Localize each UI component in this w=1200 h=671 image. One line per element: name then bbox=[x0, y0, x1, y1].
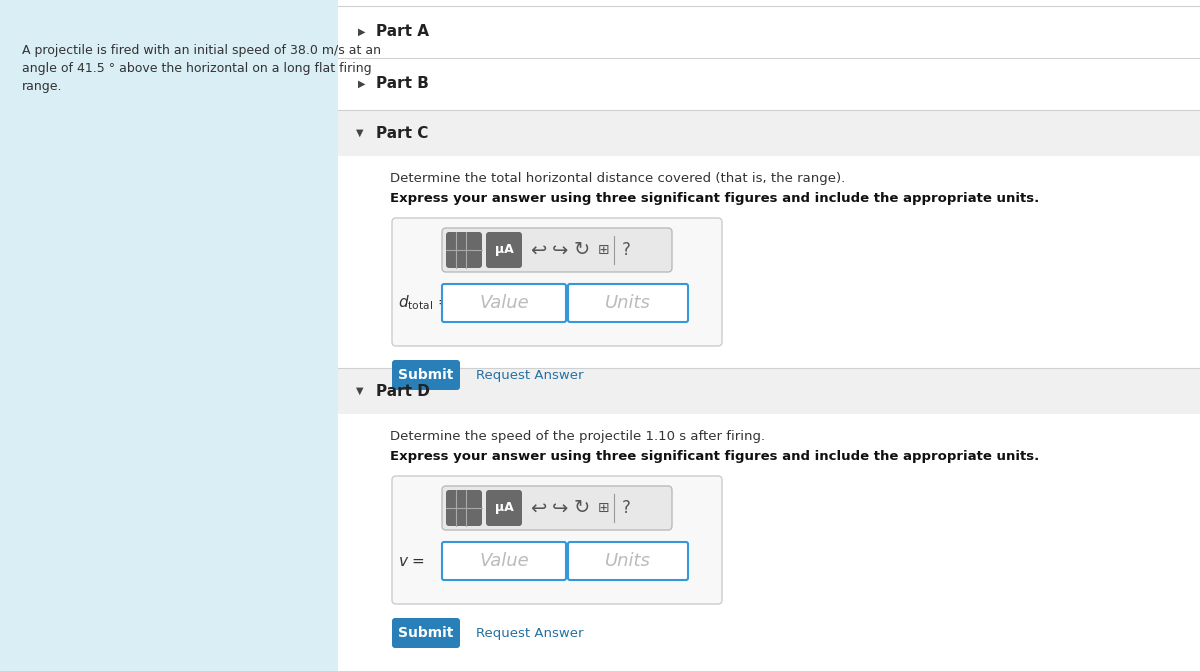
Text: ▶: ▶ bbox=[358, 27, 366, 37]
FancyBboxPatch shape bbox=[446, 490, 482, 526]
Bar bbox=[338, 368, 1200, 414]
Text: Units: Units bbox=[605, 552, 650, 570]
FancyBboxPatch shape bbox=[392, 360, 460, 390]
Text: $v$ =: $v$ = bbox=[398, 554, 425, 568]
FancyBboxPatch shape bbox=[392, 618, 460, 648]
Text: angle of 41.5 ° above the horizontal on a long flat firing: angle of 41.5 ° above the horizontal on … bbox=[22, 62, 372, 75]
Text: ▼: ▼ bbox=[356, 128, 364, 138]
Bar bbox=[338, 110, 1200, 156]
FancyBboxPatch shape bbox=[392, 218, 722, 346]
Text: range.: range. bbox=[22, 80, 62, 93]
Text: Units: Units bbox=[605, 294, 650, 312]
FancyBboxPatch shape bbox=[486, 490, 522, 526]
Text: ↪: ↪ bbox=[552, 240, 568, 260]
FancyBboxPatch shape bbox=[446, 232, 482, 268]
Text: Value: Value bbox=[479, 552, 529, 570]
Text: ▼: ▼ bbox=[356, 386, 364, 396]
Text: Part A: Part A bbox=[376, 25, 430, 40]
Text: $d_\mathrm{total}$ =: $d_\mathrm{total}$ = bbox=[398, 294, 450, 312]
Text: ↩: ↩ bbox=[530, 499, 546, 517]
Text: Express your answer using three significant figures and include the appropriate : Express your answer using three signific… bbox=[390, 192, 1039, 205]
Text: Value: Value bbox=[479, 294, 529, 312]
FancyBboxPatch shape bbox=[442, 228, 672, 272]
Text: Submit: Submit bbox=[398, 368, 454, 382]
Text: Request Answer: Request Answer bbox=[476, 368, 583, 382]
Text: Request Answer: Request Answer bbox=[476, 627, 583, 639]
Text: ↻: ↻ bbox=[574, 240, 590, 260]
Bar bbox=[0, 0, 338, 671]
FancyBboxPatch shape bbox=[392, 476, 722, 604]
Text: A projectile is fired with an initial speed of 38.0 m/s at an: A projectile is fired with an initial sp… bbox=[22, 44, 382, 57]
Text: Express your answer using three significant figures and include the appropriate : Express your answer using three signific… bbox=[390, 450, 1039, 463]
Text: Part B: Part B bbox=[376, 76, 428, 91]
Bar bbox=[338, 414, 1200, 671]
FancyBboxPatch shape bbox=[442, 284, 566, 322]
Text: μA: μA bbox=[494, 244, 514, 256]
FancyBboxPatch shape bbox=[486, 232, 522, 268]
FancyBboxPatch shape bbox=[442, 486, 672, 530]
Text: ↻: ↻ bbox=[574, 499, 590, 517]
FancyBboxPatch shape bbox=[442, 542, 566, 580]
Text: μA: μA bbox=[494, 501, 514, 515]
Text: ↪: ↪ bbox=[552, 499, 568, 517]
Bar bbox=[338, 6, 1200, 58]
FancyBboxPatch shape bbox=[568, 542, 688, 580]
Text: ⊞: ⊞ bbox=[598, 243, 610, 257]
Text: Determine the speed of the projectile 1.10 s after firing.: Determine the speed of the projectile 1.… bbox=[390, 430, 766, 443]
Bar bbox=[10, 28, 328, 118]
Text: ▶: ▶ bbox=[358, 79, 366, 89]
Bar bbox=[338, 156, 1200, 368]
Text: Part C: Part C bbox=[376, 125, 428, 140]
Text: Determine the total horizontal distance covered (that is, the range).: Determine the total horizontal distance … bbox=[390, 172, 845, 185]
Text: Part D: Part D bbox=[376, 384, 430, 399]
Text: ⊞: ⊞ bbox=[598, 501, 610, 515]
FancyBboxPatch shape bbox=[568, 284, 688, 322]
Bar bbox=[338, 0, 1200, 671]
Text: ↩: ↩ bbox=[530, 240, 546, 260]
Text: ?: ? bbox=[622, 499, 630, 517]
Text: ?: ? bbox=[622, 241, 630, 259]
Bar bbox=[338, 58, 1200, 110]
Text: Submit: Submit bbox=[398, 626, 454, 640]
